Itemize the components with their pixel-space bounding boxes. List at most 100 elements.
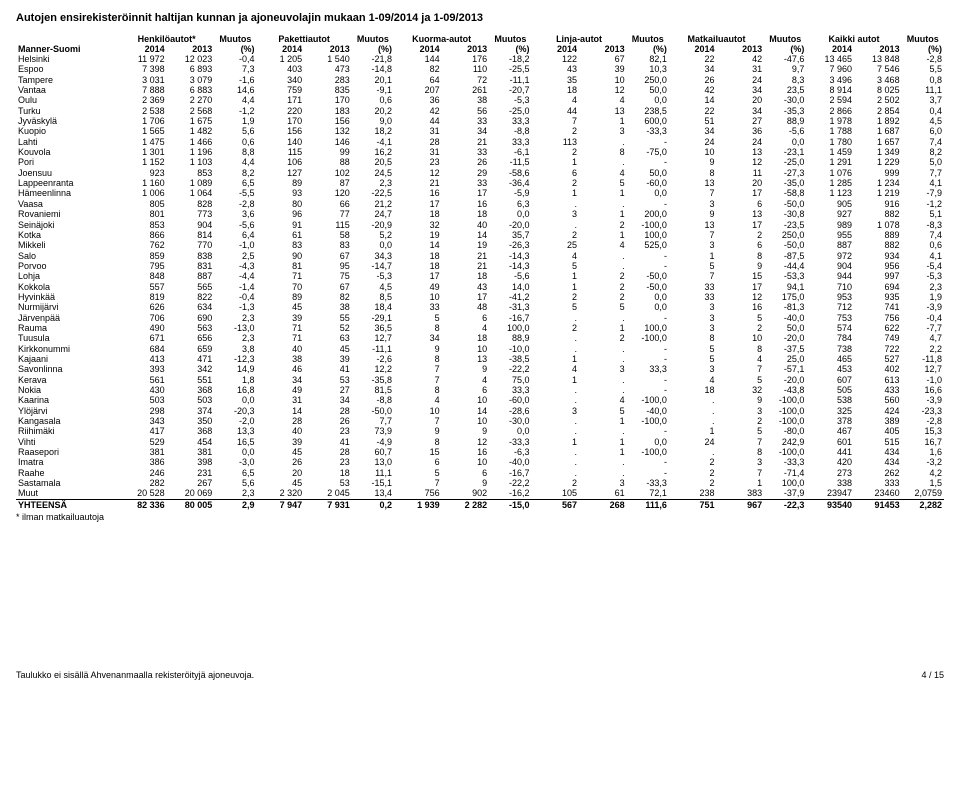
cell: 2 [669, 478, 717, 488]
cell: 601 [806, 437, 854, 447]
cell: 671 [119, 333, 167, 343]
cell: 12 [394, 168, 442, 178]
cell: . [579, 199, 627, 209]
row-name: Espoo [16, 64, 119, 74]
row-name: Kouvola [16, 147, 119, 157]
cell: 0,0 [627, 437, 669, 447]
cell: 0,0 [627, 292, 669, 302]
cell: -2,8 [214, 199, 256, 209]
cell: 2 538 [119, 106, 167, 116]
cell: -5,3 [352, 271, 394, 281]
cell: 25,0 [764, 354, 806, 364]
cell: 8 [717, 447, 765, 457]
cell: 403 [257, 64, 305, 74]
cell: -9,1 [352, 85, 394, 95]
cell: -23,1 [764, 147, 806, 157]
table-row: Järvenpää7066902,33955-29,156-16,7..-35-… [16, 313, 944, 323]
cell: -28,6 [489, 406, 531, 416]
year-header: (%) [489, 44, 531, 54]
cell: 859 [119, 251, 167, 261]
cell: 49 [394, 282, 442, 292]
cell: -20,0 [764, 333, 806, 343]
cell: 33,3 [489, 137, 531, 147]
cell: - [627, 468, 669, 478]
cell: 17 [717, 220, 765, 230]
cell: 24 [717, 137, 765, 147]
cell: -4,4 [214, 271, 256, 281]
cell: 10 [442, 457, 490, 467]
cell: . [669, 416, 717, 426]
cell: 52 [304, 323, 352, 333]
cell: 10 [442, 395, 490, 405]
cell: 6,5 [214, 178, 256, 188]
cell: 175,0 [764, 292, 806, 302]
cell: 13,3 [214, 426, 256, 436]
cell: 405 [854, 426, 902, 436]
cell: 23,5 [764, 85, 806, 95]
table-row: Rauma490563-13,0715236,584100,021100,032… [16, 323, 944, 333]
cell: . [531, 457, 579, 467]
cell: 81,5 [352, 385, 394, 395]
cell: 710 [806, 282, 854, 292]
cell: 27 [304, 385, 352, 395]
cell: 13,4 [352, 488, 394, 499]
cell: 120 [304, 188, 352, 198]
table-row: Mikkeli762770-1,083830,01419-26,3254525,… [16, 240, 944, 250]
col-group: Kuorma-autot [394, 34, 489, 44]
cell: 557 [119, 282, 167, 292]
cell: 10 [669, 147, 717, 157]
cell: -60,0 [627, 178, 669, 188]
cell: -60,0 [489, 395, 531, 405]
cell: 2 [717, 416, 765, 426]
row-name: Kaarina [16, 395, 119, 405]
cell: 402 [854, 364, 902, 374]
cell: 853 [119, 220, 167, 230]
cell: . [579, 468, 627, 478]
cell: . [531, 220, 579, 230]
cell: 9 [717, 395, 765, 405]
cell: 13 [717, 209, 765, 219]
cell: 38 [442, 95, 490, 105]
cell: 7 960 [806, 64, 854, 74]
cell: 1 [531, 157, 579, 167]
cell: 706 [119, 313, 167, 323]
row-name: Tuusula [16, 333, 119, 343]
cell: 1 892 [854, 116, 902, 126]
cell: 433 [854, 385, 902, 395]
cell: 5 [531, 302, 579, 312]
cell: . [531, 199, 579, 209]
cell: 1 [579, 323, 627, 333]
cell: 368 [167, 426, 215, 436]
cell: 9 [669, 157, 717, 167]
cell: 12,7 [902, 364, 944, 374]
cell: -3,9 [902, 302, 944, 312]
cell: -2,6 [352, 354, 394, 364]
cell: -22,2 [489, 364, 531, 374]
cell: 34 [717, 106, 765, 116]
cell: 1 [579, 188, 627, 198]
year-header: 2014 [394, 44, 442, 54]
cell: -8,8 [489, 126, 531, 136]
row-name: Kerava [16, 375, 119, 385]
cell: 19 [442, 240, 490, 250]
cell: 21,2 [352, 199, 394, 209]
cell: 50,0 [627, 85, 669, 95]
cell: 31 [257, 395, 305, 405]
cell: 67 [579, 54, 627, 64]
cell: -100,0 [764, 416, 806, 426]
cell: 8 [669, 333, 717, 343]
cell: 3,8 [214, 344, 256, 354]
cell: . [669, 395, 717, 405]
cell: 40 [257, 426, 305, 436]
cell: 11,1 [902, 85, 944, 95]
cell: 4,4 [214, 157, 256, 167]
cell: - [627, 313, 669, 323]
cell: 2 594 [806, 95, 854, 105]
cell: 21 [442, 251, 490, 261]
cell: 4,5 [902, 116, 944, 126]
row-name: Nokia [16, 385, 119, 395]
cell: 8 [669, 168, 717, 178]
cell: 81 [257, 261, 305, 271]
cell: -50,0 [764, 199, 806, 209]
cell: 634 [167, 302, 215, 312]
